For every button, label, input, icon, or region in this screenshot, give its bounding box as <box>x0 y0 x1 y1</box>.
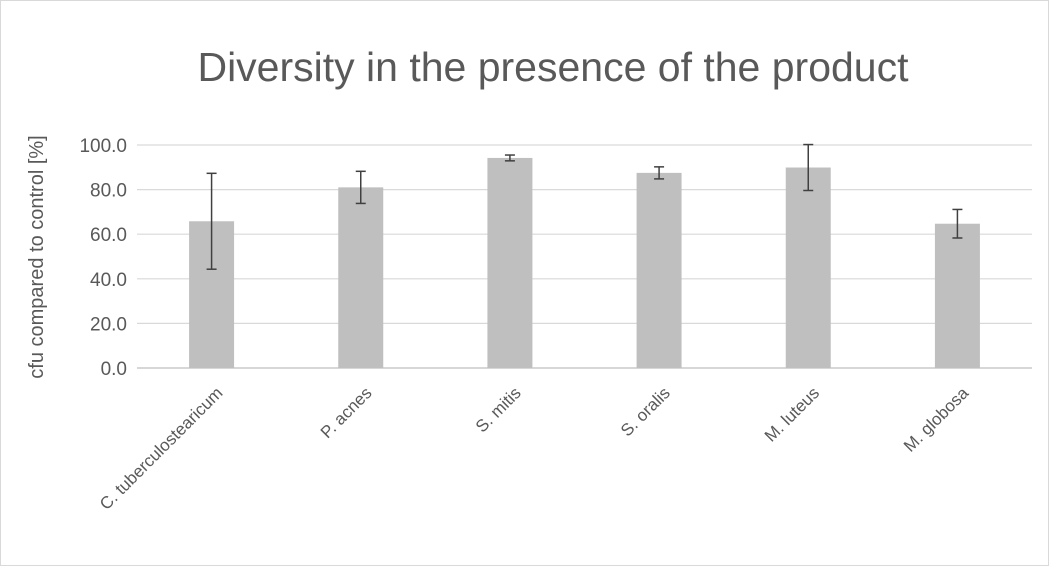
bar <box>338 187 384 368</box>
x-tick-label: M. luteus <box>761 383 823 445</box>
y-tick-labels: 0.0 20.0 40.0 60.0 80.0 100.0 <box>79 136 127 380</box>
y-tick-label: 40.0 <box>90 270 127 291</box>
bar <box>636 172 682 368</box>
x-tick-label: S. oralis <box>617 383 674 440</box>
bar <box>487 157 533 368</box>
x-tick-label: S. mitis <box>472 383 525 436</box>
y-tick-label: 100.0 <box>79 136 127 157</box>
x-tick-label: M. globosa <box>900 383 973 456</box>
x-tick-label: P. acnes <box>317 383 376 442</box>
y-tick-label: 20.0 <box>90 314 127 335</box>
error-bars <box>206 143 963 270</box>
bars <box>189 157 980 368</box>
chart-title: Diversity in the presence of the product <box>197 44 909 90</box>
y-axis-label: cfu compared to control [%] <box>26 135 48 378</box>
x-tick-label: C. tuberculostearicum <box>96 383 226 513</box>
y-tick-label: 60.0 <box>90 225 127 246</box>
x-tick-labels: C. tuberculostearicum P. acnes S. mitis S. … <box>96 383 973 514</box>
bar <box>934 223 980 368</box>
bar <box>785 167 831 368</box>
gridlines <box>137 144 1032 369</box>
y-tick-label: 0.0 <box>101 359 127 380</box>
y-tick-label: 80.0 <box>90 181 127 202</box>
